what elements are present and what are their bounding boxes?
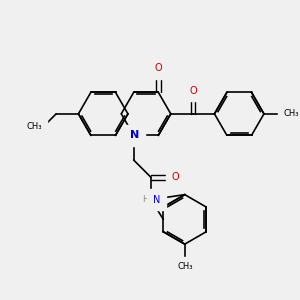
Text: N: N	[130, 130, 139, 140]
Text: O: O	[171, 172, 179, 182]
Text: CH₃: CH₃	[177, 262, 193, 271]
Text: O: O	[189, 86, 197, 96]
Text: CH₃: CH₃	[26, 122, 42, 131]
Text: CH₃: CH₃	[283, 109, 299, 118]
Text: O: O	[154, 63, 162, 73]
Text: H: H	[142, 195, 148, 204]
Text: N: N	[153, 195, 160, 205]
